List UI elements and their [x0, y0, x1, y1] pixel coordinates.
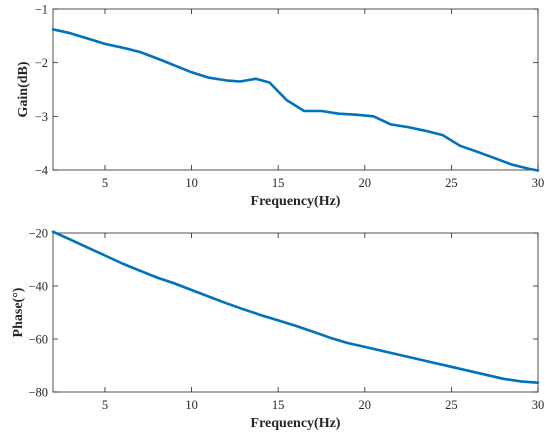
gain-x-tick-label: 20 [359, 176, 372, 190]
gain-plot-frame [52, 8, 539, 171]
gain-x-tick-label: 25 [445, 176, 458, 190]
phase-y-tick-label: −60 [28, 333, 48, 347]
gain-y-tick-label: −4 [35, 164, 49, 178]
gain-x-tick-label: 10 [185, 176, 198, 190]
phase-y-ticks: −80 −60 −40 −20 [28, 227, 538, 400]
gain-y-axis-label: Gain(dB) [16, 61, 31, 117]
phase-x-tick-label: 15 [272, 398, 285, 412]
phase-y-tick-label: −80 [28, 386, 48, 400]
phase-x-tick-label: 5 [102, 398, 108, 412]
gain-y-ticks: −4 −3 −2 −1 [35, 3, 538, 178]
gain-x-tick-label: 15 [272, 176, 285, 190]
phase-plot-frame [52, 232, 539, 393]
gain-y-tick-label: −1 [35, 3, 48, 17]
phase-series [51, 230, 540, 385]
phase-plot: 5 10 15 20 25 30 −80 −60 −40 −20 Frequency(Hz) P… [11, 227, 544, 432]
phase-series-line [51, 230, 540, 385]
gain-series [51, 28, 540, 172]
gain-plot: 5 10 15 20 25 30 −4 −3 −2 −1 Frequency(Hz) Gain(… [16, 3, 544, 210]
phase-x-ticks: 5 10 15 20 25 30 [102, 233, 544, 412]
phase-x-tick-label: 25 [445, 398, 458, 412]
gain-y-tick-label: −3 [35, 110, 48, 124]
gain-x-axis-label: Frequency(Hz) [251, 194, 341, 209]
phase-x-tick-label: 20 [359, 398, 372, 412]
gain-x-tick-label: 30 [532, 176, 545, 190]
gain-x-tick-label: 5 [102, 176, 108, 190]
phase-y-axis-label: Phase(°) [11, 287, 26, 337]
gain-series-line [51, 28, 540, 172]
gain-x-ticks: 5 10 15 20 25 30 [102, 9, 544, 190]
phase-x-axis-label: Frequency(Hz) [251, 416, 341, 431]
gain-y-tick-label: −2 [35, 56, 48, 70]
phase-x-tick-label: 10 [185, 398, 198, 412]
phase-x-tick-label: 30 [532, 398, 545, 412]
phase-y-tick-label: −20 [28, 227, 48, 241]
phase-y-tick-label: −40 [28, 280, 48, 294]
